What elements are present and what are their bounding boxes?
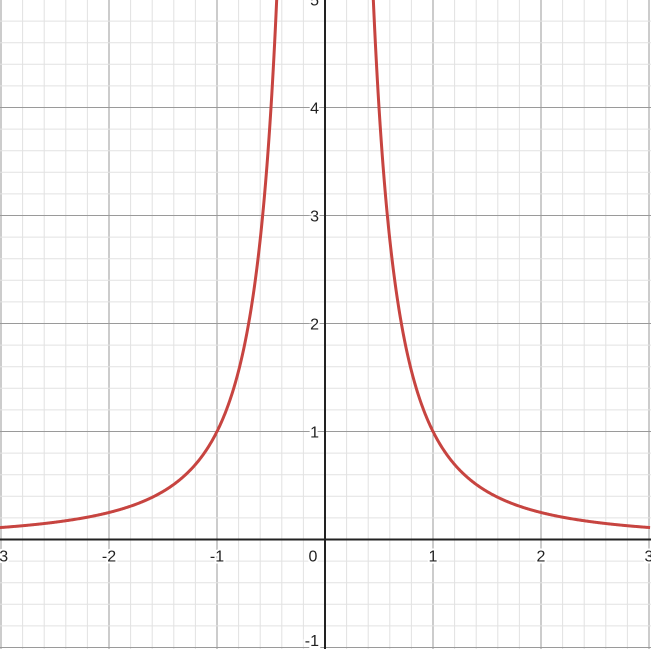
- x-tick-label: 2: [537, 549, 546, 566]
- x-tick-label: -1: [210, 549, 224, 566]
- x-tick-label: 0: [309, 549, 318, 566]
- y-tick-label: 4: [310, 101, 319, 118]
- curve-left-branch: [0, 0, 279, 530]
- x-tick-label: -3: [0, 549, 8, 566]
- x-tick-label: -2: [102, 549, 116, 566]
- y-tick-label: 5: [310, 0, 319, 10]
- curve-group: [0, 0, 651, 530]
- y-tick-label: 1: [310, 425, 319, 442]
- y-tick-label: -1: [305, 633, 319, 649]
- y-tick-label: 3: [310, 209, 319, 226]
- curve-right-branch: [371, 0, 651, 530]
- x-tick-label: 1: [429, 549, 438, 566]
- x-tick-label: 3: [645, 549, 651, 566]
- y-tick-label: 2: [310, 317, 319, 334]
